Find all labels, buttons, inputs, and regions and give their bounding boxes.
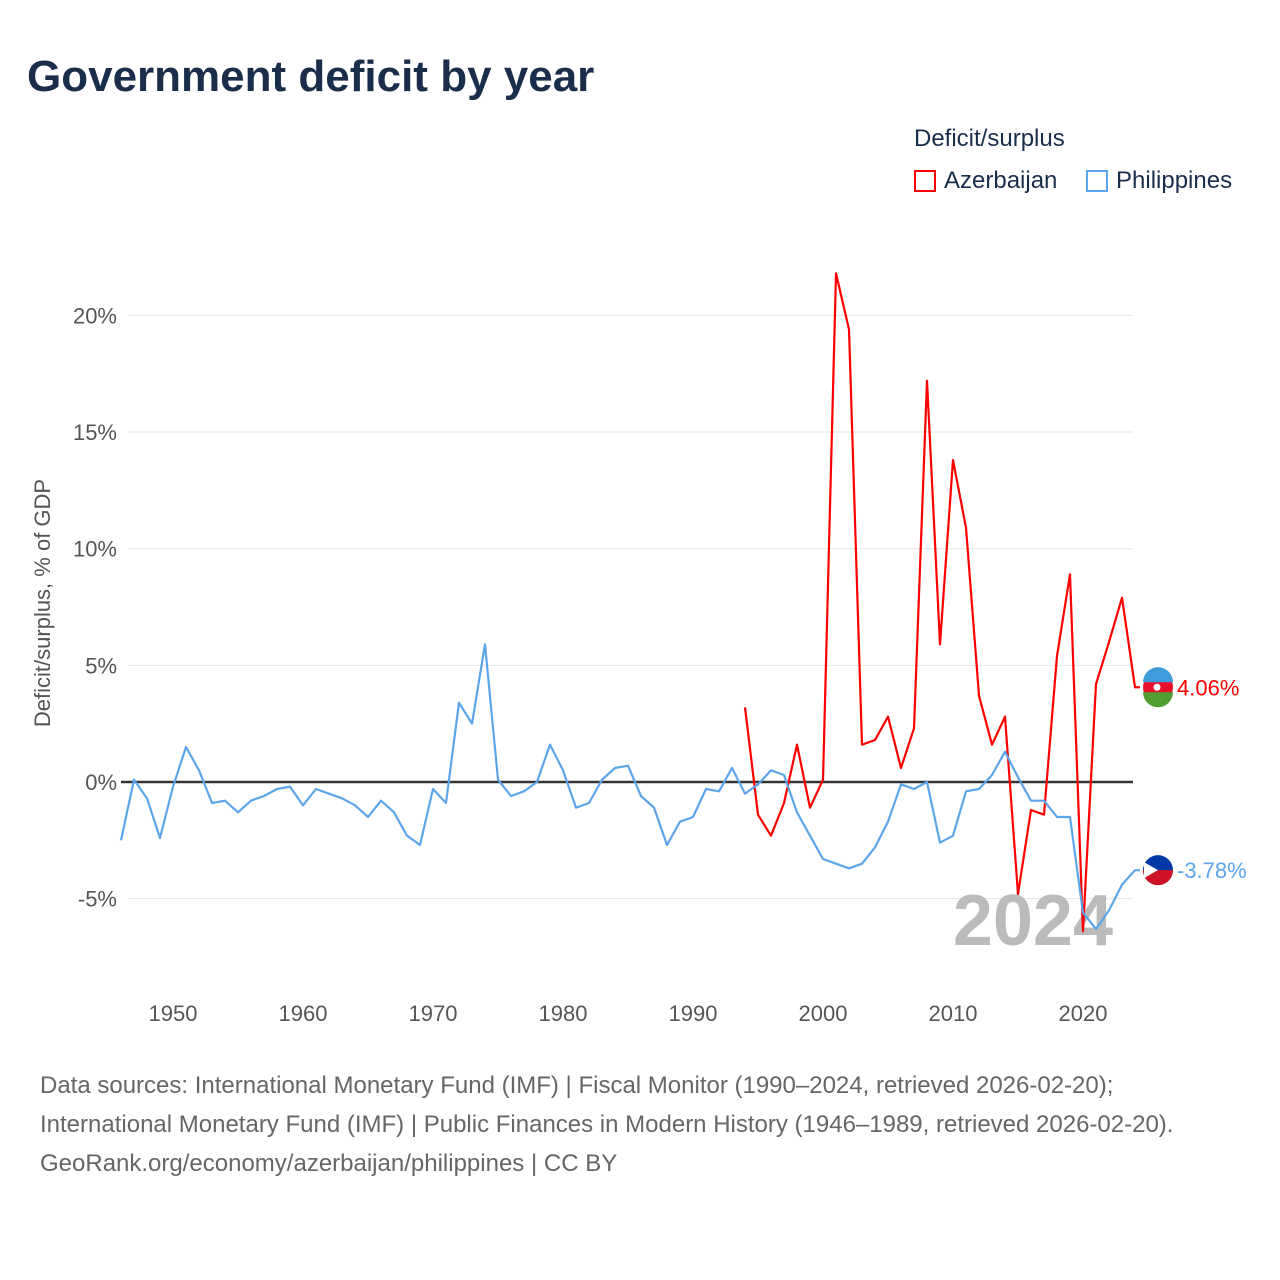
year-watermark: 2024 [953,881,1113,961]
x-tick-label: 2010 [929,1001,978,1026]
x-tick-label: 2020 [1059,1001,1108,1026]
flag-triangle [1144,862,1158,879]
y-tick-label: 5% [85,653,117,678]
flag-stripe [1143,667,1173,683]
x-tick-label: 1960 [279,1001,328,1026]
legend-label: Azerbaijan [944,167,1058,194]
x-tick-label: 1950 [149,1001,198,1026]
flag-stripe [1143,692,1173,708]
end-value-label: -3.78% [1177,858,1247,883]
series-line-azerbaijan [743,272,1140,933]
flag-crescent [1153,683,1161,691]
x-tick-label: 1990 [669,1001,718,1026]
y-axis-label: Deficit/surplus, % of GDP [30,479,55,727]
end-value-label: 4.06% [1177,675,1239,700]
legend-swatch [1086,170,1108,192]
source-note: Data sources: International Monetary Fun… [40,1066,1240,1183]
x-tick-label: 1970 [409,1001,458,1026]
legend-item-philippines[interactable]: Philippines [1086,167,1232,195]
legend-swatch [914,170,936,192]
y-tick-label: 20% [73,303,117,328]
source-link[interactable]: GeoRank.org/economy/azerbaijan/philippin… [40,1150,618,1177]
y-tick-label: 0% [85,770,117,795]
legend-title: Deficit/surplus [914,125,1065,152]
legend-item-azerbaijan[interactable]: Azerbaijan [914,167,1057,195]
y-tick-label: -5% [78,887,117,912]
series-line-philippines [119,643,1140,931]
page-title: Government deficit by year [27,52,595,101]
source-line: Data sources: International Monetary Fun… [40,1072,1174,1138]
x-tick-label: 1980 [539,1001,588,1026]
x-tick-label: 2000 [799,1001,848,1026]
legend-label: Philippines [1116,167,1233,194]
y-tick-label: 15% [73,420,117,445]
y-tick-label: 10% [73,537,117,562]
